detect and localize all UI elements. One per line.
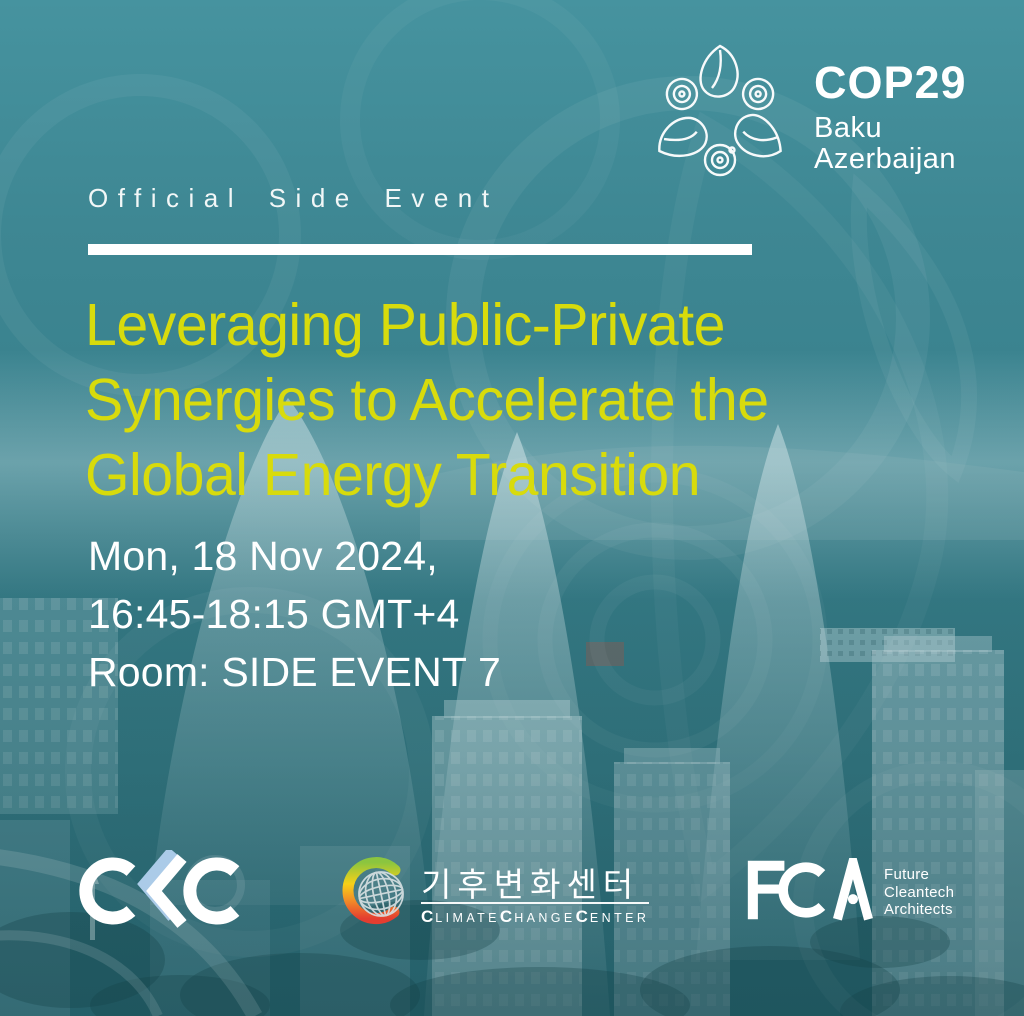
fca-tagline-line-2: Cleantech: [884, 883, 955, 901]
event-title-line-2: Synergies to Accelerate the: [85, 367, 769, 433]
event-schedule: Mon, 18 Nov 2024, 16:45-18:15 GMT+4 Room…: [88, 527, 501, 701]
ckc-logo: [79, 850, 240, 928]
fca-letter-a: [833, 858, 873, 921]
wordmark-segment: C: [499, 907, 515, 926]
ckc-chevron: [146, 854, 187, 928]
fca-letter-f: [747, 860, 785, 920]
cop29-floral-emblem-icon: [658, 44, 782, 177]
event-title: Leveraging Public-Private Synergies to A…: [85, 288, 939, 513]
climate-change-center-globe-icon: [342, 857, 404, 924]
event-date: Mon, 18 Nov 2024,: [88, 533, 438, 579]
cop29-country: Azerbaijan: [814, 142, 957, 175]
building-left: [0, 598, 118, 814]
fca-letter-a-dot: [847, 894, 858, 905]
ckc-letter-c-left: [79, 857, 136, 925]
event-room: Room: SIDE EVENT 7: [88, 649, 501, 695]
fca-tagline-line-1: Future: [884, 866, 930, 883]
fca-logo: [747, 858, 873, 921]
wordmark-segment: LIMATE: [435, 911, 500, 925]
event-type-label: Official Side Event: [88, 183, 499, 213]
climate-change-center-rule: [421, 902, 649, 904]
divider-bar: [88, 244, 752, 255]
cop29-wordmark: COP29 Baku Azerbaijan: [814, 60, 967, 174]
climate-change-center-korean-name: 기후변화센터: [421, 866, 640, 903]
wordmark-segment: HANGE: [514, 911, 576, 925]
event-title-line-3: Global Energy Transition: [85, 442, 701, 508]
fca-letter-c: [778, 862, 826, 918]
wordmark-segment: C: [421, 907, 436, 926]
fca-tagline: Future Cleantech Architects: [884, 866, 954, 919]
event-time: 16:45-18:15 GMT+4: [88, 591, 460, 637]
climate-change-center-wordmark: C LIMATE C HANGE C ENTER: [421, 907, 649, 927]
ckc-letter-c-right: [183, 857, 240, 925]
wordmark-segment: ENTER: [589, 911, 650, 925]
cop29-city: Baku: [814, 112, 883, 144]
cop29-title: COP29: [814, 57, 967, 108]
wordmark-segment: C: [575, 907, 590, 926]
fca-tagline-line-3: Architects: [884, 901, 953, 918]
event-title-line-1: Leveraging Public-Private: [85, 292, 726, 358]
